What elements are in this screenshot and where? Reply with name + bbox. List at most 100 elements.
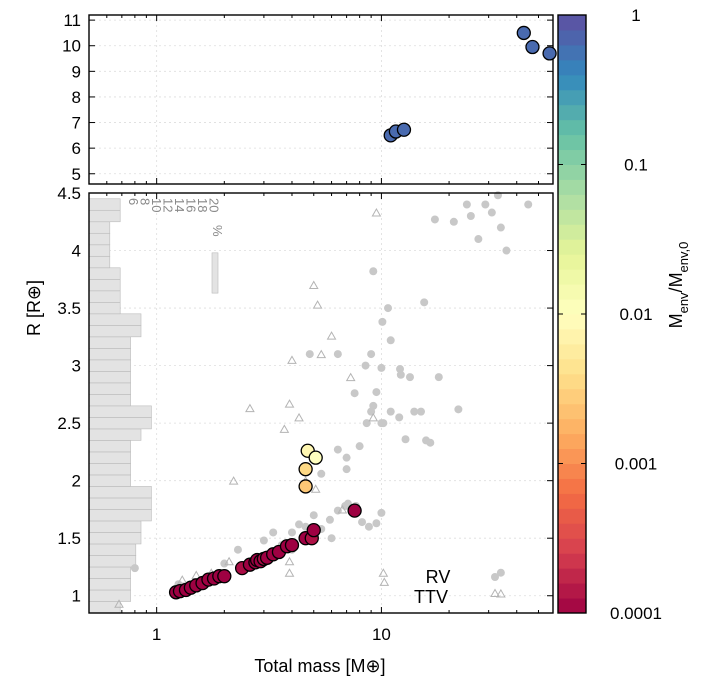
histogram-bar: [88, 520, 142, 533]
rv-data-point: [309, 511, 318, 520]
colorbar-tick-label: 1: [631, 6, 640, 25]
colorbar-band: [558, 553, 586, 569]
colorbar-band: [558, 74, 586, 91]
rv-data-point: [358, 518, 367, 527]
colorbar-band: [558, 538, 586, 554]
ttv-data-point: [284, 556, 295, 566]
histogram-bar: [88, 440, 131, 453]
ttv-data-point: [308, 280, 319, 290]
histogram-bar: [88, 555, 137, 568]
top-grid: [88, 15, 553, 184]
y-axis-label: R [R⊕]: [24, 280, 44, 336]
rv-data-point: [466, 212, 475, 221]
colorbar-band: [558, 418, 586, 435]
top-y-tick-label: 6: [72, 139, 81, 158]
colorbar-band: [558, 179, 586, 195]
rv-data-point: [416, 407, 425, 416]
ttv-data-point: [284, 568, 295, 577]
colorbar-label: Menv/Menv,0: [666, 242, 691, 329]
rv-series: [130, 191, 533, 594]
rv-data-point: [462, 200, 471, 209]
colorbar-band: [558, 343, 586, 360]
colorbar-tick-label: 0.1: [624, 156, 648, 175]
top-y-tick-label: 10: [62, 37, 81, 56]
rv-data-point: [342, 465, 351, 474]
legend-rv-marker: [491, 573, 499, 581]
colorbar-band: [558, 358, 586, 375]
ttv-data-point: [114, 599, 124, 608]
ttv-data-point: [224, 556, 234, 566]
legend: [490, 573, 500, 597]
histogram-bar: [88, 578, 131, 591]
rv-data-point: [333, 350, 342, 359]
histogram-bar: [88, 532, 142, 545]
plot-frame: [88, 14, 554, 185]
rv-data-point: [386, 407, 395, 416]
colorbar-band: [558, 463, 586, 479]
legend-ttv-marker: [490, 588, 500, 597]
ttv-data-point: [245, 403, 255, 413]
rv-data-point: [434, 373, 443, 382]
ttv-data-point: [371, 208, 382, 217]
histogram-bar: [88, 348, 131, 361]
legend-ttv: TTV: [414, 587, 448, 607]
colorbar-band: [558, 299, 586, 315]
histogram-tick-label: 12: [161, 198, 176, 212]
colorbar-tick-label: 0.01: [619, 305, 652, 324]
histogram-bar: [88, 279, 121, 292]
top-y-tick-label: 7: [72, 114, 81, 133]
colorbar: 1 0.1 0.01 0.001 0.0001: [557, 6, 662, 623]
histogram-bar: [88, 566, 131, 579]
rv-data-point: [384, 304, 393, 313]
rv-data-point: [430, 215, 439, 224]
model-data-point: [298, 479, 313, 494]
colorbar-band: [558, 44, 586, 61]
y-tick-label: 1.5: [57, 529, 81, 548]
histogram-bar: [88, 221, 111, 234]
histogram-tick-label: 6: [126, 198, 141, 205]
model-data-point: [306, 523, 321, 538]
ttv-data-point: [316, 349, 327, 359]
ttv-data-point: [279, 424, 290, 433]
ttv-data-point: [177, 575, 188, 584]
top-data-point: [542, 46, 557, 61]
ttv-data-point: [228, 476, 239, 485]
colorbar-band: [558, 119, 586, 136]
rv-data-point: [449, 217, 458, 226]
colorbar-band: [558, 448, 586, 464]
colorbar-band: [558, 239, 586, 255]
x-axis-label: Total mass [M⊕]: [254, 656, 385, 676]
colorbar-band: [558, 149, 586, 165]
rv-data-point: [496, 568, 505, 577]
model-data-point: [347, 503, 362, 518]
rv-data-point: [269, 528, 278, 537]
model-data-point: [308, 450, 323, 465]
colorbar-band: [558, 568, 586, 584]
ttv-data-point: [496, 588, 506, 598]
histogram-bar: [88, 509, 152, 522]
rv-data-point: [405, 373, 414, 382]
histogram-bar: [88, 417, 152, 430]
rv-data-point: [401, 435, 410, 444]
rv-data-point: [395, 413, 404, 422]
rv-data-point: [295, 520, 304, 529]
rv-data-point: [379, 419, 388, 428]
colorbar-band: [558, 373, 586, 390]
histogram-tick-label: 14: [172, 198, 187, 212]
top-y-tick-label: 5: [72, 165, 81, 184]
rv-data-point: [130, 564, 139, 573]
rv-data-point: [481, 200, 490, 209]
rv-data-point: [474, 235, 483, 244]
histogram-bar: [88, 371, 131, 384]
rv-data-point: [420, 298, 429, 307]
colorbar-band: [558, 284, 586, 300]
colorbar-band: [558, 328, 586, 345]
rv-data-point: [367, 350, 376, 359]
histogram-bar: [88, 313, 142, 326]
colorbar-band: [558, 89, 586, 106]
colorbar-band: [558, 403, 586, 420]
histogram-bar: [88, 290, 121, 303]
ttv-series: [114, 208, 506, 608]
colorbar-band: [558, 15, 586, 31]
